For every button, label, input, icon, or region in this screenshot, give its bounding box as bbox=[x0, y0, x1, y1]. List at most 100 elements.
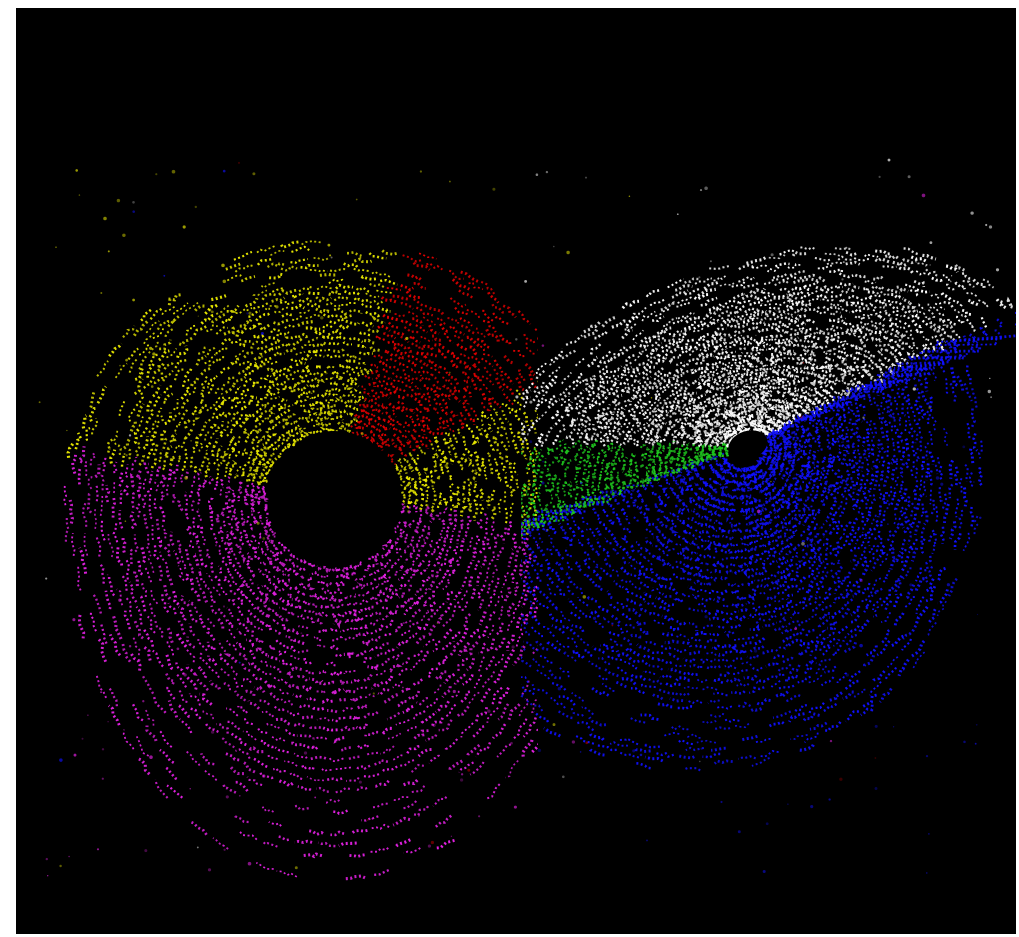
right-ring-segment bbox=[934, 506, 939, 524]
right-ring-segment bbox=[747, 392, 753, 397]
scatter-dot bbox=[887, 158, 891, 162]
right-ring-segment bbox=[723, 370, 735, 379]
right-ring-segment bbox=[643, 360, 654, 370]
right-ring-segment bbox=[750, 423, 758, 429]
left-ring-segment bbox=[370, 314, 386, 326]
scatter-dot bbox=[414, 529, 418, 533]
left-ring-segment bbox=[242, 730, 257, 741]
left-ring-segment bbox=[354, 632, 365, 640]
right-ring-segment bbox=[764, 354, 775, 363]
left-ring-segment bbox=[315, 401, 324, 405]
left-ring-segment bbox=[396, 467, 402, 474]
right-ring-segment bbox=[633, 429, 640, 434]
left-ring-segment bbox=[177, 565, 185, 582]
right-ring-segment bbox=[710, 568, 721, 574]
right-ring-segment bbox=[828, 504, 836, 513]
left-ring-segment bbox=[393, 330, 406, 338]
left-ring-segment bbox=[406, 488, 416, 496]
left-ring-segment bbox=[230, 549, 238, 561]
right-ring-segment bbox=[895, 458, 899, 471]
right-ring-segment bbox=[810, 407, 838, 416]
right-ring-segment bbox=[665, 479, 670, 486]
right-ring-segment bbox=[889, 345, 901, 355]
left-ring-segment bbox=[299, 592, 306, 596]
right-ring-segment bbox=[686, 496, 694, 504]
left-ring-segment bbox=[231, 395, 240, 403]
left-ring-segment bbox=[211, 447, 216, 457]
left-ring-segment bbox=[423, 403, 431, 416]
right-ring-segment bbox=[645, 640, 657, 646]
scatter-dot bbox=[575, 508, 577, 511]
left-ring-segment bbox=[229, 531, 237, 540]
right-ring-segment bbox=[881, 456, 887, 468]
left-ring-segment bbox=[230, 460, 238, 468]
right-ring-segment bbox=[758, 457, 764, 467]
left-ring-segment bbox=[382, 368, 392, 373]
right-ring-segment bbox=[934, 337, 1002, 354]
left-ring-segment bbox=[236, 465, 242, 472]
left-ring-segment bbox=[476, 656, 485, 673]
right-ring-segment bbox=[753, 540, 759, 547]
right-ring-segment bbox=[770, 352, 782, 360]
right-ring-segment bbox=[761, 370, 769, 377]
right-ring-segment bbox=[711, 331, 722, 339]
right-ring-segment bbox=[793, 381, 798, 387]
right-ring-segment bbox=[658, 464, 662, 470]
left-ring-segment bbox=[444, 432, 452, 441]
right-ring-segment bbox=[678, 444, 685, 451]
left-ring-segment bbox=[244, 368, 255, 377]
left-ring-segment bbox=[305, 669, 314, 675]
right-ring-segment bbox=[746, 403, 753, 409]
right-ring-segment bbox=[894, 358, 946, 370]
right-ring-segment bbox=[667, 405, 678, 413]
right-ring-segment bbox=[537, 532, 544, 543]
left-ring-segment bbox=[436, 445, 445, 454]
right-ring-segment bbox=[763, 461, 769, 468]
left-ring-segment bbox=[117, 510, 124, 529]
right-ring-segment bbox=[645, 528, 654, 536]
right-ring-segment bbox=[686, 516, 697, 522]
right-ring-segment bbox=[558, 695, 576, 706]
scatter-dot bbox=[176, 647, 180, 651]
right-ring-segment bbox=[766, 473, 773, 480]
left-ring-segment bbox=[369, 282, 386, 289]
left-ring-segment bbox=[224, 395, 232, 402]
right-ring-segment bbox=[535, 362, 547, 375]
right-ring-segment bbox=[687, 584, 696, 592]
left-ring-segment bbox=[284, 334, 299, 340]
right-ring-segment bbox=[798, 468, 806, 478]
left-ring-segment bbox=[237, 366, 249, 375]
right-ring-segment bbox=[596, 385, 607, 396]
left-ring-segment bbox=[508, 502, 514, 518]
left-ring-segment bbox=[364, 373, 373, 381]
right-ring-segment bbox=[651, 439, 659, 447]
right-ring-segment bbox=[695, 630, 707, 636]
left-ring-segment bbox=[324, 387, 335, 393]
right-ring-segment bbox=[831, 509, 838, 522]
left-ring-segment bbox=[176, 345, 189, 359]
right-ring-segment bbox=[796, 436, 804, 444]
left-ring-segment bbox=[414, 397, 423, 408]
right-ring-segment bbox=[911, 410, 918, 426]
right-ring-segment bbox=[545, 595, 558, 611]
right-ring-segment bbox=[771, 324, 782, 333]
right-ring-segment bbox=[595, 527, 602, 538]
left-ring-segment bbox=[469, 628, 480, 639]
right-ring-segment bbox=[650, 445, 658, 454]
right-ring-segment bbox=[829, 386, 836, 391]
right-ring-segment bbox=[835, 451, 842, 462]
scatter-dot bbox=[787, 803, 789, 805]
left-ring-segment bbox=[256, 437, 265, 443]
right-ring-segment bbox=[708, 616, 720, 621]
left-ring-segment bbox=[196, 664, 208, 679]
background bbox=[16, 8, 1016, 934]
left-ring-segment bbox=[133, 378, 144, 396]
left-ring-segment bbox=[254, 397, 263, 407]
right-ring-segment bbox=[723, 493, 731, 498]
right-ring-segment bbox=[727, 401, 737, 408]
right-ring-segment bbox=[840, 443, 848, 451]
left-ring-segment bbox=[336, 587, 343, 595]
scatter-dot bbox=[248, 311, 252, 315]
left-ring-segment bbox=[191, 414, 201, 426]
right-ring-segment bbox=[659, 533, 667, 540]
